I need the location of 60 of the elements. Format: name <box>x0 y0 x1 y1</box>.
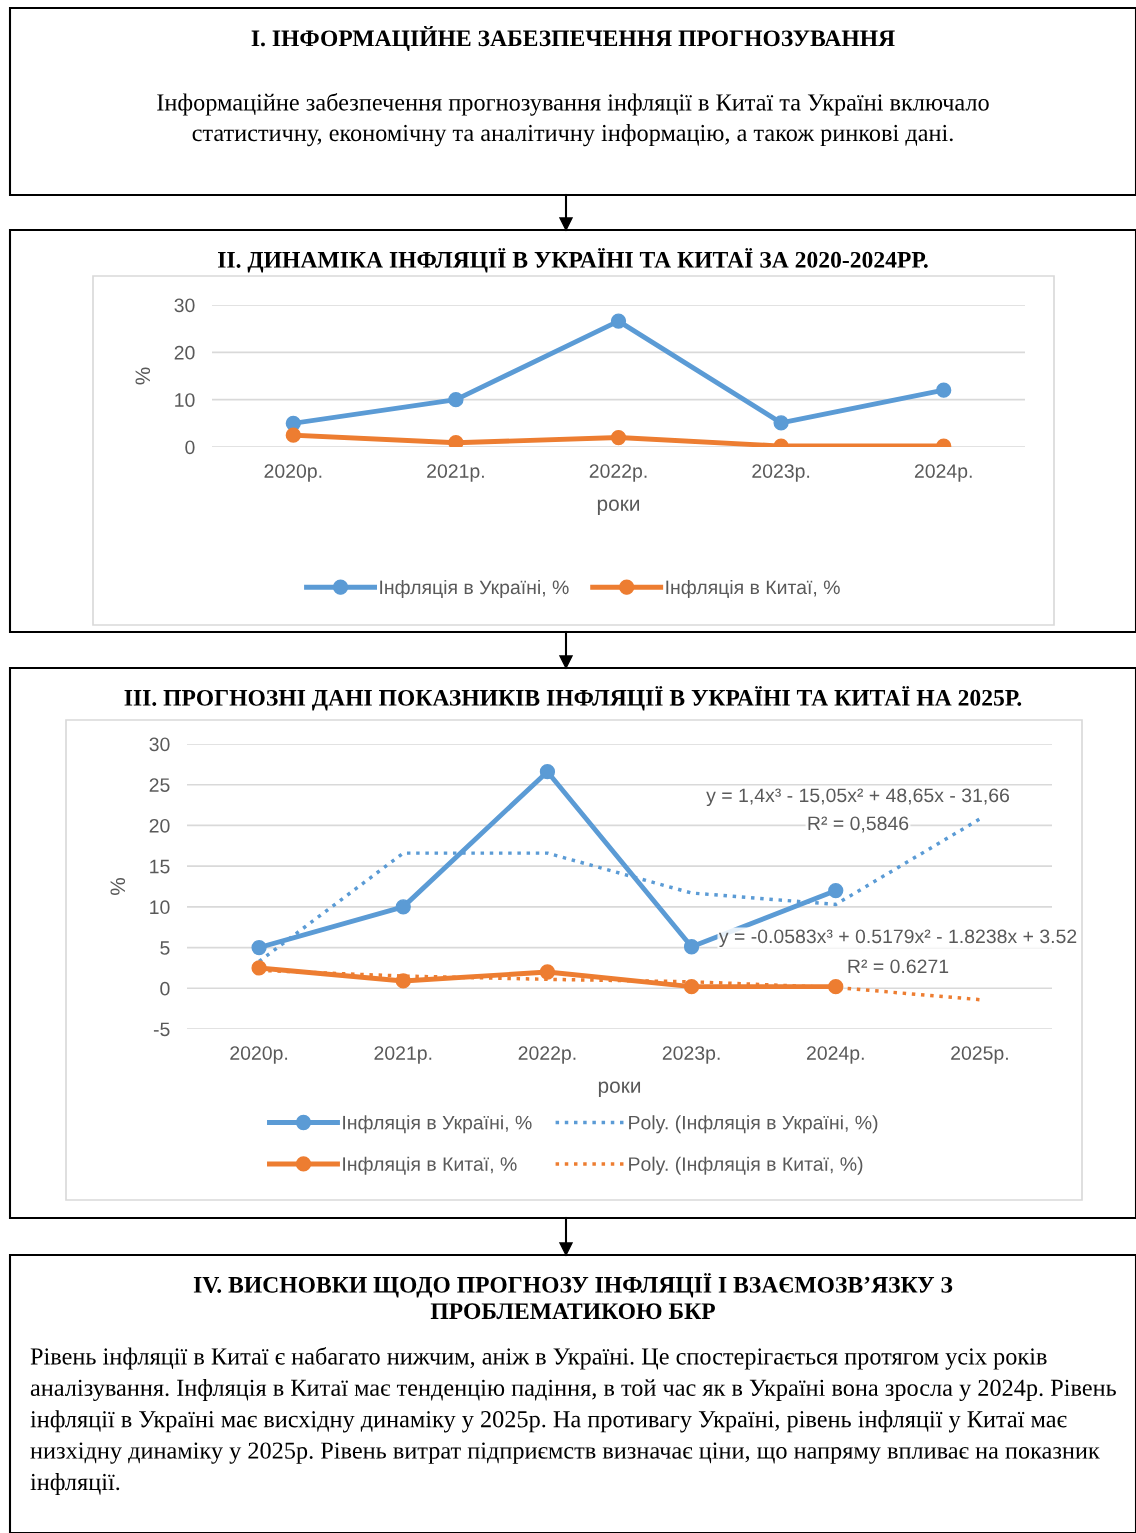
x-axis-title: роки <box>598 1081 641 1098</box>
y-axis-title: % <box>135 367 151 385</box>
legend-label: Poly. (Інфляція в Китаї, %) <box>629 1156 863 1175</box>
y-tick-label: 5 <box>160 941 170 955</box>
y-tick-label: 30 <box>149 737 170 752</box>
legend-label: Інфляція в Китаї, % <box>666 579 840 599</box>
point <box>395 899 411 915</box>
y-tick-label: 20 <box>149 818 170 833</box>
point <box>683 939 700 955</box>
text: Інформаційне забезпечення прогнозування інфляції в Китаї та Україні включало статистичну, економічну та аналітичну інформацію, а також ринкові дані. <box>157 93 989 147</box>
point <box>251 960 267 976</box>
legend-label: Інфляція в Україні, % <box>380 579 569 599</box>
point <box>936 382 952 398</box>
annotation: y = 1,4x³ - 15,05x² + 48,65x - 31,66 <box>706 788 1010 807</box>
legend-label: Інфляція в Україні, % <box>343 1115 532 1134</box>
x-tick-label: 2022р. <box>518 1046 576 1064</box>
x-tick-label: 2022р. <box>589 464 647 482</box>
annotation: R² = 0.6271 <box>848 959 949 974</box>
chart-title: III. ПРОГНОЗНІ ДАНІ ПОКАЗНИКІВ ІНФЛЯЦІЇ В УКРАЇНІ ТА КИТАЇ НА 2025Р. <box>124 686 1022 711</box>
x-tick-label: 2023р. <box>662 1046 720 1064</box>
point <box>828 882 844 899</box>
point <box>539 764 556 780</box>
point <box>683 979 700 995</box>
point <box>610 429 627 446</box>
point <box>828 979 844 995</box>
point <box>773 415 789 431</box>
y-tick-label: -5 <box>153 1022 170 1037</box>
y-tick-label: 10 <box>150 900 170 915</box>
annotation: R² = 0,5846 <box>808 816 909 833</box>
annotation: y = -0.0583x³ + 0.5179x² - 1.8238x + 3.52 <box>718 929 1077 948</box>
y-tick-label: 15 <box>150 859 170 874</box>
y-tick-label: 30 <box>174 298 195 313</box>
y-axis-title: % <box>110 877 126 896</box>
x-axis-title: роки <box>597 499 640 516</box>
x-tick-label: 2020р. <box>264 464 322 482</box>
x-tick-label: 2023р. <box>752 464 810 482</box>
y-tick-label: 20 <box>174 345 195 360</box>
legend-label: Інфляція в Китаї, % <box>343 1156 517 1175</box>
x-tick-label: 2024р. <box>806 1046 864 1064</box>
text: I. ІНФОРМАЦІЙНЕ ЗАБЕЗПЕЧЕННЯ ПРОГНОЗУВАННЯ <box>251 26 895 52</box>
text: Рівень інфляції в Китаї є набагато нижчим, аніж в Україні. Це спостерігається протягом усіх років аналізування. Інфляція в Китаї має тенденцію падіння, в той час як в Україні вона зросла у 2024р. Рівень інфляції в Україні має висхідну динаміку у 2025р. На противагу Україні, рівень інфляції у Китаї має низхідну динаміку у 2025р. Рівень витрат підприємств визначає ціни, що напряму впливає на показник інфляції. <box>30 1347 1116 1496</box>
point <box>395 973 411 989</box>
y-tick-label: 25 <box>149 778 170 792</box>
text: IV. ВИСНОВКИ ЩОДО ПРОГНОЗУ ІНФЛЯЦІЇ І ВЗАЄМОЗВ’ЯЗКУ З ПРОБЛЕМАТИКОЮ БКР <box>193 1273 953 1320</box>
point <box>539 964 556 980</box>
point <box>251 939 267 956</box>
y-tick-label: 10 <box>175 393 195 407</box>
point <box>448 392 464 408</box>
legend-label: Poly. (Інфляція в Україні, %) <box>629 1115 878 1134</box>
point <box>285 427 301 443</box>
y-tick-label: 0 <box>160 981 170 996</box>
point <box>610 313 627 329</box>
y-tick-label: 0 <box>185 440 195 455</box>
x-tick-label: 2021р. <box>427 464 484 482</box>
x-tick-label: 2025р. <box>951 1046 1008 1064</box>
chart-title: II. ДИНАМІКА ІНФЛЯЦІЇ В УКРАЇНІ ТА КИТАЇ ЗА 2020-2024РР. <box>218 248 928 273</box>
point <box>448 435 464 447</box>
x-tick-label: 2020р. <box>230 1046 288 1064</box>
x-tick-label: 2021р. <box>374 1046 432 1064</box>
x-tick-label: 2024р. <box>914 464 972 482</box>
